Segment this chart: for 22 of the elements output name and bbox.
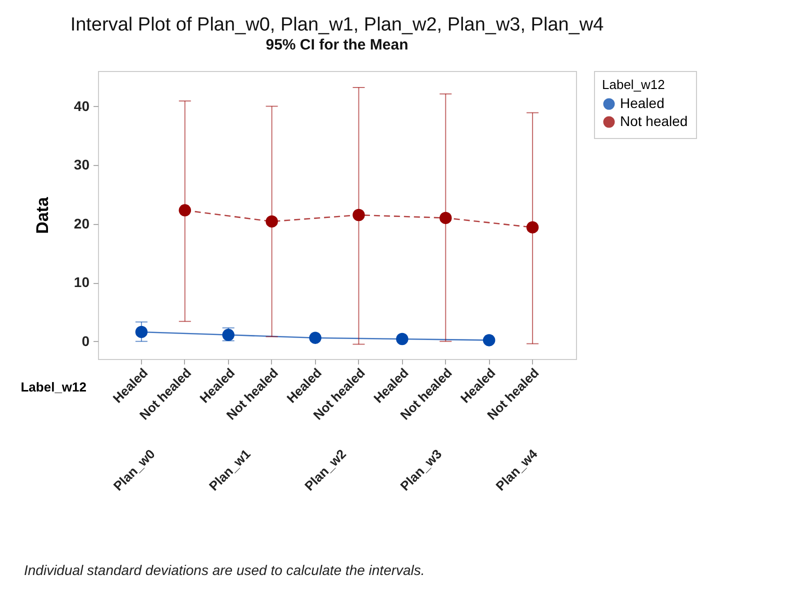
point <box>178 204 192 216</box>
y-axis-title: Data <box>32 196 52 234</box>
legend-label: Not healed <box>620 113 688 129</box>
y-tick-label: 20 <box>74 215 90 232</box>
point <box>526 221 539 234</box>
point <box>135 326 148 338</box>
point <box>352 208 365 222</box>
y-tick-label: 0 <box>82 332 90 349</box>
point <box>482 334 496 346</box>
y-tick-label: 10 <box>74 274 90 290</box>
point <box>266 215 278 228</box>
chart-title: Interval Plot of Plan_w0, Plan_w1, Plan_w2, Plan_w3, Plan_w4 <box>70 14 604 36</box>
point <box>440 212 452 224</box>
x-axis-title: Label_w12 <box>20 380 86 394</box>
point <box>396 332 408 346</box>
legend-label: Healed <box>620 95 664 111</box>
chart-subtitle: 95% CI for the Mean <box>266 36 408 54</box>
y-tick-label: 30 <box>74 156 90 173</box>
point <box>309 332 322 344</box>
y-tick-label: 40 <box>74 98 90 114</box>
legend-title: Label_w12 <box>602 77 665 92</box>
text: Individual standard deviations are used to calculate the intervals. <box>24 562 425 578</box>
